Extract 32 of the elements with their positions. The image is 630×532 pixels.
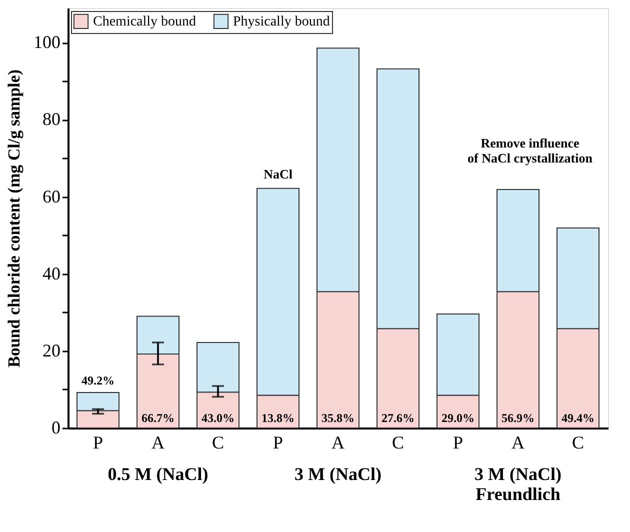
y-tick-label: 20	[42, 340, 60, 360]
y-axis-title: Bound chloride content (mg Cl/g sample)	[4, 70, 24, 368]
x-tick-label: A	[332, 432, 344, 452]
y-tick-label: 40	[42, 263, 60, 284]
annotation: 29.0%	[442, 411, 474, 425]
x-tick-label: C	[392, 432, 404, 452]
annotation: 66.7%	[142, 411, 174, 425]
y-tick-label: 60	[42, 186, 60, 206]
text: 0.5 M (NaCl)	[108, 464, 208, 484]
x-tick-label: C	[212, 432, 224, 452]
x-tick-label: C	[572, 432, 584, 452]
text: 3 M (NaCl)	[294, 464, 382, 484]
legend-label: Physically bound	[233, 14, 330, 30]
annotation: 13.8%	[262, 411, 294, 425]
annotation: NaCl	[264, 166, 293, 182]
annotation: 27.6%	[382, 411, 414, 425]
annotation: 43.0%	[202, 411, 234, 425]
x-tick-label: P	[452, 432, 464, 452]
y-tick-label: 0	[52, 418, 60, 438]
x-tick-label: A	[152, 432, 164, 452]
text: 3 M (NaCl) Freundlich	[474, 464, 562, 504]
annotation: 49.4%	[562, 411, 594, 425]
y-tick-label: 100	[34, 32, 60, 52]
x-tick-label: P	[92, 432, 104, 452]
legend-label: Chemically bound	[93, 14, 196, 30]
y-tick-label: 80	[42, 109, 60, 130]
x-tick-label: A	[512, 432, 524, 452]
annotation: Remove influence of NaCl crystallization	[468, 136, 594, 166]
annotation: 35.8%	[322, 411, 354, 425]
x-tick-label: P	[272, 432, 284, 452]
annotation: 49.2%	[82, 374, 114, 388]
annotation: 56.9%	[502, 411, 534, 425]
